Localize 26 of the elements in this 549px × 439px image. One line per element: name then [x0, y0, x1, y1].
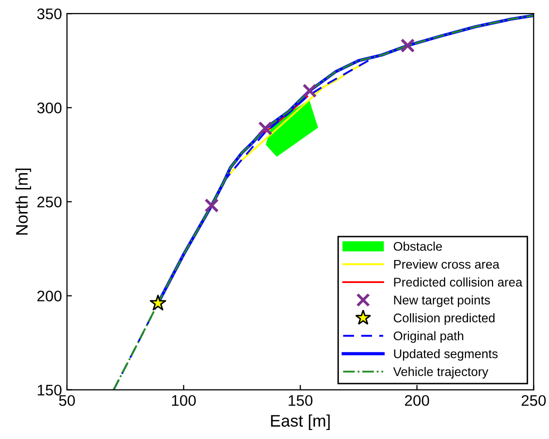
point [302, 84, 317, 98]
legend-label: Obstacle [394, 242, 442, 251]
x-tick-label: 100 [172, 395, 196, 406]
legend-label: Preview cross area [394, 260, 500, 269]
x-tick-label: 50 [59, 395, 75, 406]
legend-label: Original path [394, 331, 464, 343]
point [204, 198, 219, 213]
legend-label: Collision predicted [394, 313, 494, 325]
x-tick-label: 250 [522, 395, 546, 406]
legend-label: Predicted collision area [394, 277, 522, 287]
y-axis-title: North [m] [16, 168, 32, 235]
point [258, 121, 273, 136]
x-tick-label: 150 [288, 395, 312, 406]
legend-label: Updated segments [394, 349, 498, 361]
x-tick-label: 200 [404, 395, 430, 406]
x-axis-title: East [m] [271, 414, 330, 430]
legend-label: Vehicle trajectory [393, 366, 488, 379]
y-tick-label: 250 [37, 196, 62, 208]
legend-label: New target points [394, 295, 490, 307]
point [400, 38, 415, 53]
point [150, 294, 166, 310]
y-tick-label: 200 [37, 290, 62, 302]
line-series [229, 62, 367, 174]
y-tick-label: 150 [38, 384, 62, 396]
y-tick-label: 300 [37, 102, 62, 114]
y-tick-label: 350 [37, 8, 62, 20]
